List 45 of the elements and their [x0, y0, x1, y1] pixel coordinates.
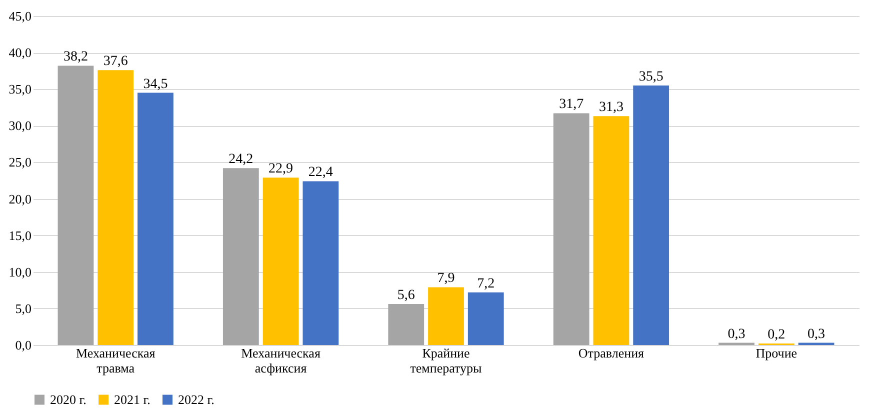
- y-tick-label: 0,0: [15, 338, 32, 352]
- data-label: 22,4: [308, 165, 333, 180]
- bar: [428, 287, 464, 345]
- legend-label: 2022 г.: [178, 392, 214, 407]
- data-label: 7,2: [477, 276, 495, 292]
- data-label: 31,7: [559, 97, 584, 112]
- data-label: 5,6: [397, 288, 415, 304]
- y-tick-label: 15,0: [8, 228, 32, 243]
- y-tick-label: 20,0: [8, 191, 32, 206]
- data-label: 0,3: [808, 326, 826, 342]
- data-label: 38,2: [63, 50, 88, 65]
- bar: [58, 66, 94, 345]
- y-tick-label: 35,0: [8, 82, 32, 97]
- data-label: 7,9: [437, 271, 455, 286]
- bar: [262, 178, 299, 345]
- data-label: 31,3: [598, 100, 624, 116]
- bar: [593, 116, 630, 345]
- bar: [468, 292, 504, 345]
- x-tick-label: Механическая травма: [76, 346, 156, 376]
- data-label: 24,2: [228, 152, 254, 168]
- bar: [222, 168, 259, 345]
- x-tick-label: Механическая асфиксия: [241, 346, 320, 376]
- bar: [138, 92, 174, 345]
- legend-label: 2020 г.: [50, 392, 86, 407]
- data-label: 22,9: [268, 162, 294, 177]
- x-tick-label: Прочие: [756, 346, 798, 360]
- y-tick-label: 25,0: [8, 154, 32, 170]
- y-tick-label: 30,0: [8, 118, 32, 134]
- data-label: 35,5: [638, 69, 664, 84]
- data-label: 0,2: [768, 328, 786, 343]
- x-tick-label: Крайние температуры: [410, 346, 482, 376]
- x-tick-label: Отравления: [578, 346, 644, 360]
- data-label: 0,3: [728, 326, 746, 342]
- y-tick-label: 5,0: [15, 300, 32, 316]
- bar: [302, 181, 339, 345]
- bar: [553, 113, 590, 345]
- legend-label: 2021 г.: [114, 392, 150, 407]
- y-tick-label: 45,0: [8, 8, 32, 24]
- bar: [633, 85, 670, 345]
- data-label: 37,6: [103, 54, 128, 70]
- y-tick-label: 40,0: [8, 45, 32, 60]
- bar: [98, 70, 134, 345]
- y-tick-label: 10,0: [8, 264, 32, 280]
- bar: [388, 304, 424, 345]
- data-label: 34,5: [143, 76, 168, 92]
